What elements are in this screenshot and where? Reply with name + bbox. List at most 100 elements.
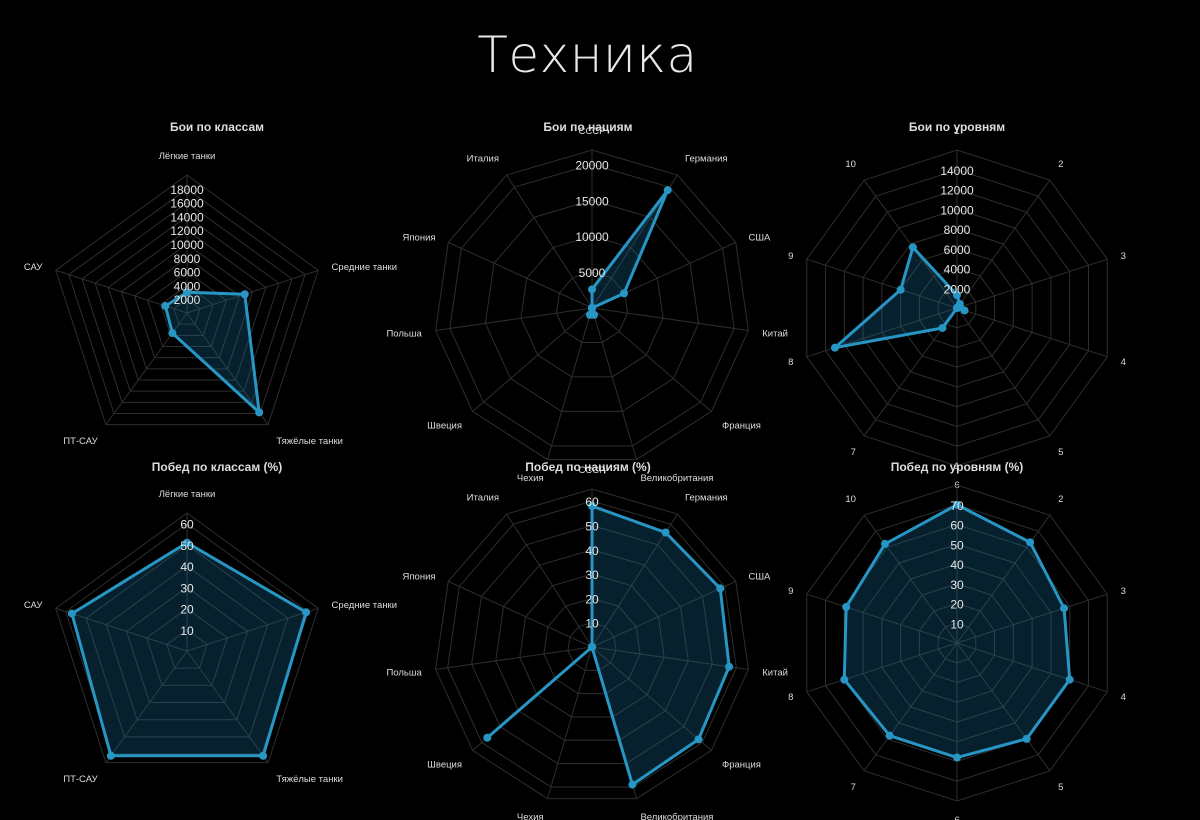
data-point-8 (830, 343, 839, 352)
category-label: Чехия (517, 812, 544, 820)
grid-ring (166, 629, 208, 669)
tick-label: 10000 (575, 230, 609, 244)
category-label: 4 (1121, 357, 1126, 368)
category-label: Тяжёлые танки (276, 774, 343, 785)
data-point-5 (67, 609, 76, 618)
data-point-1 (588, 285, 596, 294)
grid-ring (567, 622, 617, 671)
tick-label: 50 (950, 538, 964, 552)
category-label: США (748, 233, 771, 244)
grid-spoke (956, 307, 1108, 358)
category-label: 2 (1058, 494, 1063, 505)
tick-label: 6000 (174, 266, 201, 280)
data-point-8 (483, 733, 492, 742)
grid-spoke (956, 642, 1108, 693)
chart-title: Бои по нациям (543, 120, 632, 134)
category-label: Япония (403, 572, 436, 583)
category-label: Китай (762, 328, 788, 339)
chart-title: Побед по нациям (%) (525, 460, 650, 474)
category-label: Чехия (517, 473, 544, 484)
tick-label: 50 (180, 539, 194, 553)
radar-chart-4: 10 20 30 40 50 60 Лёгкие танки Средние танки Тяж… (24, 460, 397, 785)
data-point-5 (694, 735, 703, 744)
category-label: Лёгкие танки (159, 151, 216, 162)
grid-spoke (806, 593, 958, 644)
data-point-2 (661, 528, 670, 537)
category-label: СССР (579, 465, 606, 476)
grid-spoke (186, 650, 269, 763)
grid-spoke (806, 642, 958, 693)
data-point-2 (1026, 538, 1035, 547)
tick-label: 5000 (579, 266, 606, 280)
category-label: 9 (788, 251, 793, 262)
grid-spoke (105, 650, 188, 763)
radar-chart-5: 10 20 30 40 50 60 СССР Германия США Китай Франция В… (386, 460, 787, 820)
grid-spoke (956, 258, 1108, 309)
grid-ring (495, 549, 689, 741)
category-label: Швеция (427, 421, 462, 432)
tick-label: 16000 (170, 197, 204, 211)
series-area (588, 188, 670, 317)
chart-title: Побед по классам (%) (152, 460, 282, 474)
series-area (485, 504, 731, 787)
tick-label: 2000 (174, 293, 201, 307)
grid-ring (173, 298, 201, 325)
grid-spoke (863, 514, 958, 644)
category-label: Тяжёлые танки (276, 436, 343, 447)
category-label: ПТ-САУ (63, 774, 98, 785)
category-label: Италия (467, 153, 499, 164)
chart-title: Бои по уровням (909, 120, 1005, 134)
grid-ring (447, 500, 737, 788)
category-label: 7 (851, 782, 856, 793)
grid-spoke (591, 646, 749, 670)
page-title: Техника (477, 26, 698, 84)
grid-ring (125, 586, 249, 704)
category-label: Средние танки (332, 262, 397, 273)
data-point-6 (628, 780, 637, 789)
tick-label: 10000 (940, 203, 974, 217)
category-label: Япония (403, 233, 436, 244)
data-point-6 (953, 304, 961, 312)
chart-title: Бои по классам (170, 120, 264, 134)
grid-spoke (956, 514, 1051, 644)
radar-chart-1: 2000400060008000100001200014000160001800… (24, 120, 397, 447)
grid-spoke (506, 174, 593, 309)
grid-spoke (956, 593, 1108, 644)
tick-label: 4000 (944, 263, 971, 277)
category-label: Китай (762, 667, 788, 678)
data-point-7 (938, 323, 947, 332)
grid-ring (107, 229, 267, 381)
category-label: Средние танки (332, 600, 397, 611)
category-label: 5 (1058, 447, 1063, 458)
grid-spoke (591, 580, 736, 648)
data-point-3 (716, 584, 725, 593)
grid-spoke (863, 642, 958, 772)
tick-label: 8000 (174, 252, 201, 266)
grid-spoke (448, 580, 593, 648)
category-label: 1 (954, 461, 959, 472)
category-label: Великобритания (640, 812, 713, 820)
grid-ring (85, 544, 289, 738)
tick-label: 4000 (174, 279, 201, 293)
data-point-6 (953, 753, 961, 762)
tick-label: 18000 (170, 183, 204, 197)
tick-label: 60 (180, 518, 194, 532)
grid-spoke (448, 241, 593, 309)
data-point-9 (896, 285, 905, 294)
data-point-11 (588, 643, 596, 651)
chart-title: Побед по уровням (%) (891, 460, 1024, 474)
category-label: Польша (386, 667, 422, 678)
grid-ring (471, 524, 713, 765)
data-point-9 (842, 602, 851, 611)
data-point-5 (1022, 734, 1031, 743)
category-label: 9 (788, 586, 793, 597)
category-label: Германия (685, 492, 728, 503)
tick-label: 60 (950, 519, 964, 533)
grid-spoke (186, 607, 319, 652)
category-label: Польша (386, 328, 422, 339)
radar-chart-3: 2000400060008000100001200014000123456789… (788, 120, 1126, 491)
grid-spoke (435, 307, 593, 331)
grid-ring (94, 215, 280, 392)
category-label: 5 (1058, 782, 1063, 793)
category-label: Италия (467, 492, 499, 503)
